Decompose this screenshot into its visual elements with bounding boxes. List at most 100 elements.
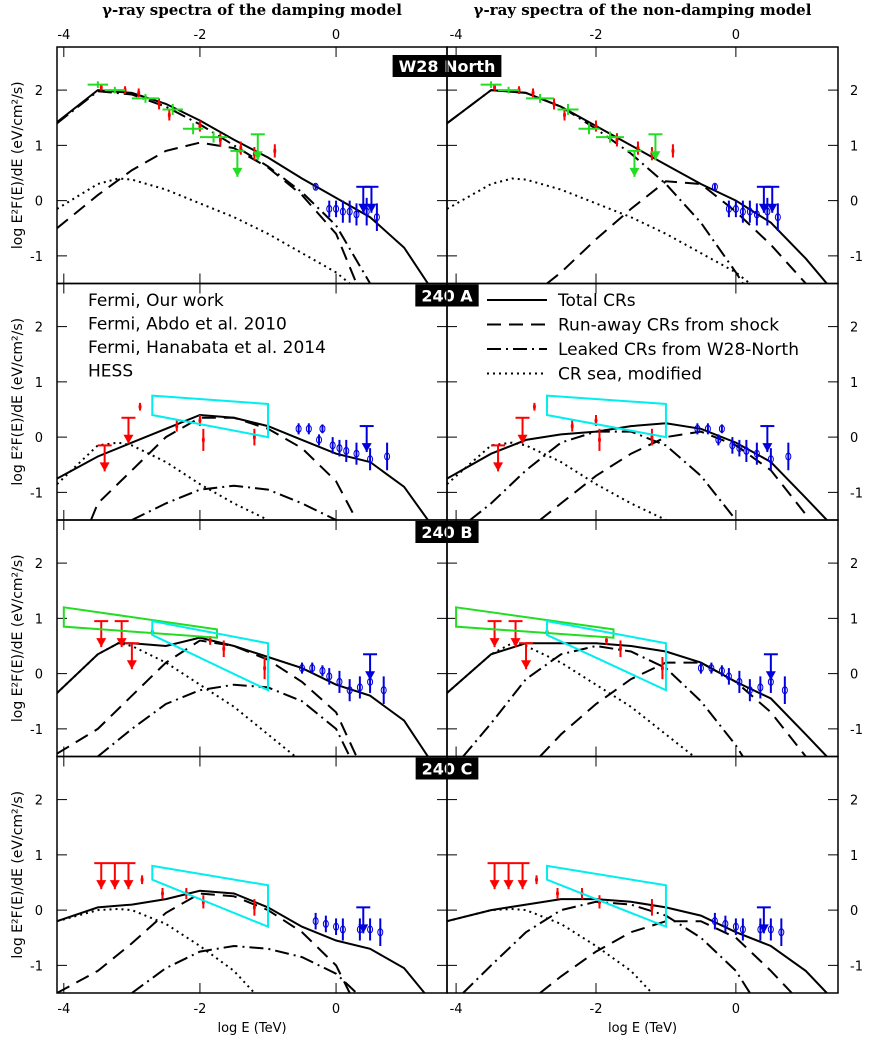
upper-limit-arrow bbox=[96, 880, 107, 890]
y-tick-label: -1 bbox=[30, 486, 43, 501]
upper-limit-arrow bbox=[489, 638, 500, 648]
y-axis-title: log E²F(E)/dE (eV/cm²/s) bbox=[10, 791, 26, 959]
y-tick-label: 0 bbox=[35, 431, 43, 446]
data-point bbox=[531, 89, 535, 96]
model-curve bbox=[57, 89, 429, 284]
data-point bbox=[167, 111, 171, 118]
model-curve bbox=[57, 892, 351, 993]
x-tick-label: -2 bbox=[590, 1002, 603, 1017]
upper-limit-arrow bbox=[109, 880, 120, 890]
data-point bbox=[736, 677, 743, 686]
data-point bbox=[295, 424, 302, 433]
model-curve bbox=[97, 683, 351, 757]
data-point bbox=[353, 449, 360, 458]
data-point bbox=[305, 424, 312, 433]
x-tick-label: -4 bbox=[57, 28, 70, 43]
y-tick-label: 1 bbox=[35, 139, 43, 154]
data-point bbox=[273, 147, 277, 154]
x-tick-label: -4 bbox=[450, 28, 463, 43]
model-curve bbox=[546, 180, 807, 284]
x-tick-label: -4 bbox=[57, 1002, 70, 1017]
model-curve bbox=[462, 644, 744, 757]
y-tick-label: 2 bbox=[850, 321, 858, 336]
upper-limit-arrow bbox=[252, 151, 263, 161]
model-curve bbox=[57, 141, 358, 284]
y-tick-label: 0 bbox=[35, 904, 43, 919]
upper-limit-arrow bbox=[123, 434, 134, 444]
data-point bbox=[380, 686, 387, 695]
data-point bbox=[218, 136, 222, 143]
data-point bbox=[650, 904, 654, 911]
upper-limit-arrow bbox=[365, 671, 376, 681]
data-point bbox=[336, 677, 343, 686]
data-point bbox=[333, 204, 340, 213]
data-point bbox=[570, 423, 574, 430]
y-tick-label: -1 bbox=[850, 723, 863, 738]
data-point bbox=[594, 123, 598, 130]
upper-limit-arrow bbox=[762, 443, 773, 453]
data-point bbox=[353, 210, 360, 219]
legend-entry: HESS bbox=[88, 362, 133, 382]
model-curve bbox=[447, 177, 751, 284]
y-tick-label: 1 bbox=[35, 376, 43, 391]
data-point bbox=[312, 917, 319, 926]
data-point bbox=[774, 213, 781, 222]
data-point bbox=[198, 123, 202, 130]
data-point bbox=[532, 403, 536, 410]
data-point bbox=[767, 455, 774, 464]
data-point bbox=[201, 436, 205, 443]
upper-limit-arrow bbox=[765, 671, 776, 681]
butterfly bbox=[151, 619, 269, 692]
data-point bbox=[367, 455, 374, 464]
data-point bbox=[594, 417, 598, 424]
data-point bbox=[222, 645, 226, 652]
butterfly bbox=[62, 606, 218, 639]
upper-limit-arrow bbox=[366, 203, 377, 213]
data-point bbox=[736, 444, 743, 453]
model-curve bbox=[447, 642, 695, 757]
data-point bbox=[660, 665, 664, 672]
plot-area bbox=[57, 81, 429, 284]
data-point bbox=[636, 145, 640, 152]
y-tick-label: 1 bbox=[850, 139, 858, 154]
data-point bbox=[556, 890, 560, 897]
data-point bbox=[263, 665, 267, 672]
y-axis-title: log E²F(E)/dE (eV/cm²/s) bbox=[10, 554, 26, 722]
data-point bbox=[618, 645, 622, 652]
legend-entry: CR sea, modified bbox=[558, 365, 702, 385]
model-curve bbox=[57, 177, 351, 284]
data-point bbox=[767, 925, 774, 934]
data-point bbox=[138, 403, 142, 410]
data-point bbox=[493, 84, 497, 91]
butterfly bbox=[455, 606, 615, 639]
data-point bbox=[208, 637, 212, 644]
data-point bbox=[708, 664, 715, 673]
x-tick-label: 0 bbox=[732, 28, 740, 43]
data-point bbox=[604, 637, 608, 644]
upper-limit-arrow bbox=[758, 203, 769, 213]
x-tick-label: -2 bbox=[193, 28, 206, 43]
data-point bbox=[384, 452, 391, 461]
data-point bbox=[326, 672, 333, 681]
x-tick-label: 0 bbox=[332, 1002, 340, 1017]
data-point bbox=[746, 686, 753, 695]
plot-area bbox=[447, 394, 828, 520]
column-title: γ-ray spectra of the non-damping model bbox=[474, 1, 812, 19]
data-point bbox=[615, 136, 619, 143]
data-point bbox=[753, 210, 760, 219]
upper-limit-arrow bbox=[510, 638, 521, 648]
legend-entry: Fermi, Our work bbox=[88, 291, 224, 311]
data-point bbox=[316, 435, 323, 444]
data-point bbox=[711, 917, 718, 926]
data-point bbox=[781, 686, 788, 695]
upper-limit-arrow bbox=[489, 880, 500, 890]
x-tick-label: -2 bbox=[193, 1002, 206, 1017]
model-curve bbox=[539, 661, 807, 757]
data-point bbox=[671, 147, 675, 154]
model-curve bbox=[57, 639, 358, 757]
legend-entry: Fermi, Hanabata et al. 2014 bbox=[88, 338, 326, 358]
y-tick-label: 0 bbox=[850, 195, 858, 210]
data-point bbox=[299, 664, 306, 673]
data-point bbox=[725, 204, 732, 213]
data-point bbox=[137, 89, 141, 96]
